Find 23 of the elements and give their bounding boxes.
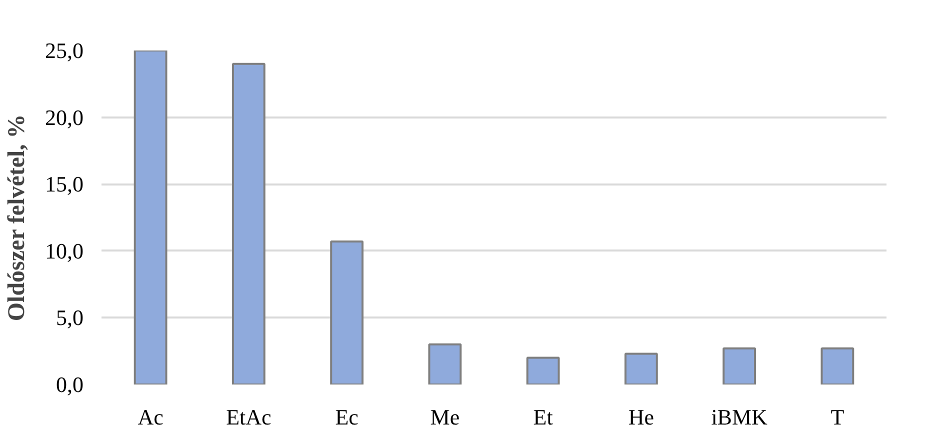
x-tick-label: T [830, 404, 845, 430]
y-tick-label: 0,0 [56, 372, 84, 397]
x-tick-label: Et [533, 404, 553, 430]
bar [134, 50, 168, 384]
y-tick-label: 10,0 [45, 238, 84, 264]
bar [820, 347, 854, 384]
bar [428, 343, 462, 384]
y-tick-label: 20,0 [45, 104, 84, 130]
x-tick-label: Me [430, 404, 460, 430]
bar [330, 240, 364, 384]
bar [722, 347, 756, 384]
x-tick-label: Ec [335, 404, 359, 430]
bar [526, 356, 560, 384]
y-tick-label: 15,0 [45, 172, 84, 197]
bar [624, 352, 658, 384]
y-tick-label: 5,0 [56, 305, 84, 330]
bar [232, 62, 266, 384]
x-tick-label: He [628, 404, 654, 430]
x-tick-label: iBMK [711, 404, 768, 430]
y-axis-title: Oldószer felvétel, % [4, 114, 30, 322]
y-tick-label: 25,0 [45, 38, 84, 63]
x-tick-label: EtAc [226, 404, 272, 430]
x-tick-label: Ac [138, 404, 164, 430]
